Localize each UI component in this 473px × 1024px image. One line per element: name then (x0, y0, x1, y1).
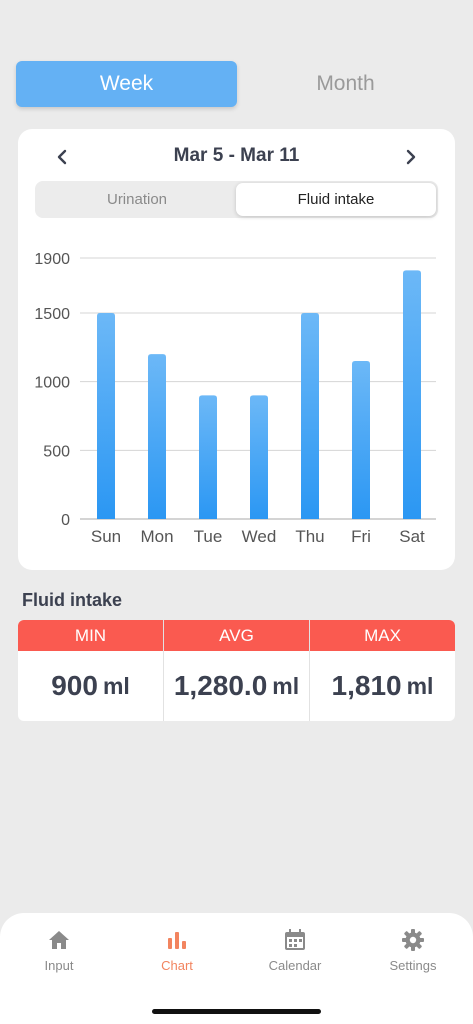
stat-max-label: MAX (310, 620, 455, 651)
bar-wed (250, 395, 268, 519)
stat-min-unit: ml (102, 672, 130, 699)
tab-calendar[interactable]: Calendar (236, 927, 354, 987)
stat-avg-unit: ml (272, 672, 300, 699)
stat-max: MAX 1,810 ml (309, 620, 455, 721)
bar-fri (352, 361, 370, 519)
metric-segment-control: Urination Fluid intake (35, 181, 438, 218)
y-tick-label: 1900 (34, 251, 70, 268)
segment-urination[interactable]: Urination (106, 191, 168, 208)
stat-max-unit: ml (406, 672, 434, 699)
period-toggle: Week Month (16, 61, 456, 107)
x-tick-label: Mon (140, 527, 173, 546)
chart-card: Mar 5 - Mar 11 Urination Fluid intake 0 5… (18, 129, 455, 570)
x-tick-label: Tue (194, 527, 223, 546)
month-button[interactable]: Month (316, 72, 375, 95)
stats-table: MIN 900 ml AVG 1,280.0 ml MAX 1,810 ml (18, 620, 455, 721)
y-tick-label: 500 (43, 443, 70, 460)
tab-settings-label: Settings (389, 958, 437, 973)
stat-avg-label: AVG (164, 620, 309, 651)
stat-avg: AVG 1,280.0 ml (163, 620, 309, 721)
bar-mon (148, 354, 166, 519)
home-indicator (152, 1009, 321, 1014)
stat-min: MIN 900 ml (18, 620, 163, 721)
home-icon (47, 927, 71, 953)
tab-chart-label: Chart (161, 958, 193, 973)
stat-min-label: MIN (18, 620, 163, 651)
fluid-intake-bar-chart: 0 500 1000 1500 1900 Sun Mon Tue Wed Thu Fri Sat (34, 251, 436, 546)
stat-min-value: 900 (51, 670, 98, 701)
bar-chart-icon (165, 927, 189, 953)
tab-settings[interactable]: Settings (354, 927, 472, 987)
x-tick-label: Fri (351, 527, 371, 546)
bottom-tab-bar: Input Chart Calendar (0, 913, 473, 1024)
y-tick-label: 1500 (34, 306, 70, 323)
date-navigation: Mar 5 - Mar 11 (18, 141, 455, 173)
segment-fluid-intake[interactable]: Fluid intake (236, 183, 436, 216)
chevron-right-icon (406, 149, 416, 165)
stat-avg-value: 1,280.0 (173, 670, 268, 701)
x-tick-label: Wed (242, 527, 277, 546)
bar-thu (301, 312, 319, 519)
tab-calendar-label: Calendar (268, 958, 322, 973)
chevron-left-icon (57, 149, 67, 165)
next-week-button[interactable] (395, 141, 427, 173)
y-tick-label: 0 (61, 512, 70, 529)
calendar-icon (283, 927, 307, 953)
x-tick-label: Sat (399, 527, 425, 546)
x-tick-label: Thu (295, 527, 324, 546)
stats-title: Fluid intake (22, 590, 123, 610)
bar-sun (97, 312, 115, 519)
x-tick-label: Sun (91, 527, 121, 546)
week-button[interactable]: Week (16, 61, 237, 107)
previous-week-button[interactable] (46, 141, 78, 173)
tab-chart[interactable]: Chart (118, 927, 236, 987)
bar-sat (403, 270, 421, 519)
bar-tue (199, 395, 217, 519)
stat-max-value: 1,810 (331, 670, 402, 701)
tab-input-label: Input (44, 958, 74, 973)
y-tick-label: 1000 (34, 375, 70, 392)
gear-icon (401, 927, 425, 953)
date-range-label: Mar 5 - Mar 11 (173, 145, 300, 166)
tab-input[interactable]: Input (0, 927, 118, 987)
